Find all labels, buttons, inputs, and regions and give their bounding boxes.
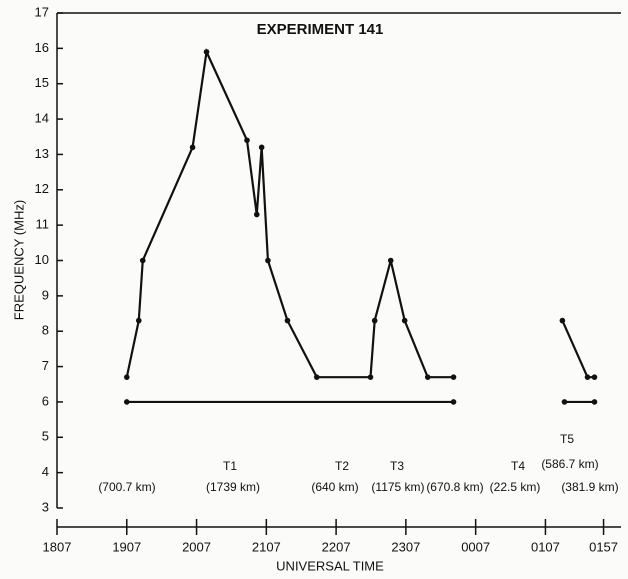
x-tick-label: 2007 bbox=[182, 539, 211, 554]
y-tick-label: 17 bbox=[35, 4, 49, 19]
point bbox=[203, 49, 210, 55]
point bbox=[450, 399, 457, 405]
y-tick-label: 7 bbox=[42, 358, 49, 373]
y-tick-label: 5 bbox=[42, 429, 49, 444]
annotation: T2 bbox=[335, 459, 349, 473]
annotation: T3 bbox=[390, 459, 404, 473]
y-axis-label: FREQUENCY (MHz) bbox=[11, 200, 26, 320]
y-tick-label: 4 bbox=[42, 464, 49, 479]
x-tick-label: 0157 bbox=[589, 539, 618, 554]
point bbox=[584, 374, 591, 380]
x-tick-label: 1807 bbox=[43, 539, 72, 554]
point bbox=[591, 399, 598, 405]
x-tick-label: 1907 bbox=[112, 539, 141, 554]
point bbox=[401, 317, 408, 324]
y-tick-label: 14 bbox=[35, 111, 49, 126]
x-tick-label: 2307 bbox=[391, 539, 420, 554]
y-tick-label: 13 bbox=[35, 146, 49, 161]
annotation: T1 bbox=[223, 459, 237, 473]
point bbox=[450, 374, 457, 380]
chart-title: EXPERIMENT 141 bbox=[257, 21, 384, 38]
point bbox=[123, 399, 130, 405]
point bbox=[253, 211, 260, 218]
y-tick-label: 8 bbox=[42, 323, 49, 338]
y-tick-label: 15 bbox=[35, 75, 49, 90]
annotation: T4 bbox=[511, 459, 525, 473]
y-tick-label: 12 bbox=[35, 181, 49, 196]
annotation: (700.7 km) bbox=[98, 480, 155, 494]
y-tick-label: 6 bbox=[42, 393, 49, 408]
point bbox=[371, 317, 378, 324]
annotation: (381.9 km) bbox=[561, 480, 618, 494]
y-tick-label: 11 bbox=[36, 217, 50, 232]
x-tick-label: 2107 bbox=[252, 539, 281, 554]
point bbox=[123, 374, 130, 380]
annotation: (1739 km) bbox=[206, 480, 260, 494]
annotation: (1175 km) bbox=[371, 480, 424, 494]
point bbox=[313, 374, 320, 380]
y-tick-label: 10 bbox=[35, 252, 49, 267]
x-tick-label: 2207 bbox=[322, 539, 351, 554]
annotation: T5 bbox=[560, 432, 574, 446]
point bbox=[591, 374, 598, 380]
point bbox=[189, 144, 196, 151]
y-tick-label: 9 bbox=[42, 287, 49, 302]
point bbox=[367, 374, 374, 380]
x-tick-label: 0107 bbox=[531, 539, 560, 554]
point bbox=[387, 257, 394, 264]
point bbox=[139, 257, 146, 264]
y-tick-label: 3 bbox=[42, 499, 49, 514]
annotation: (670.8 km) bbox=[426, 480, 483, 494]
x-axis-label: UNIVERSAL TIME bbox=[276, 558, 384, 573]
point bbox=[424, 374, 431, 380]
point bbox=[244, 137, 250, 144]
point bbox=[135, 317, 142, 324]
annotation: (22.5 km) bbox=[490, 480, 541, 494]
point bbox=[284, 317, 291, 324]
point bbox=[559, 317, 566, 324]
series-line bbox=[125, 48, 595, 379]
point bbox=[258, 144, 265, 151]
y-tick-label: 16 bbox=[35, 40, 49, 55]
x-tick-label: 0007 bbox=[461, 539, 490, 554]
point bbox=[265, 257, 271, 264]
annotation: (586.7 km) bbox=[541, 457, 598, 471]
point bbox=[561, 399, 568, 405]
annotation: (640 km) bbox=[311, 480, 358, 494]
